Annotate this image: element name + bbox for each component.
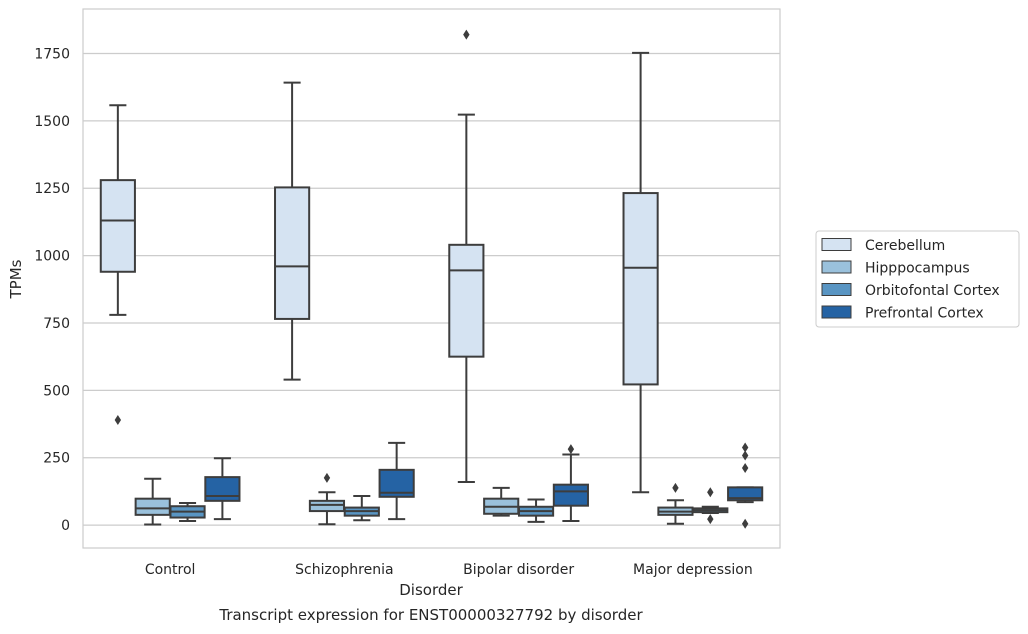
legend-swatch — [821, 305, 852, 319]
box-hipppocampus — [134, 477, 171, 526]
legend-swatch — [821, 260, 852, 274]
legend-swatch — [821, 238, 852, 251]
outlier-point — [741, 442, 749, 453]
figure-caption: Transcript expression for ENST0000032779… — [219, 606, 643, 624]
box-prefrontal-cortex — [727, 442, 764, 529]
box-prefrontal-cortex — [552, 444, 589, 523]
x-tick-label: Bipolar disorder — [463, 562, 574, 578]
box-orbitofontal-cortex — [343, 494, 380, 522]
box-cerebellum — [99, 104, 136, 425]
outlier-point — [707, 487, 714, 498]
legend-label: Orbitofontal Cortex — [865, 283, 1000, 299]
x-tick-label: Schizophrenia — [295, 562, 393, 578]
box-prefrontal-cortex — [204, 457, 241, 521]
box-body — [274, 186, 311, 320]
y-tick-label: 750 — [43, 316, 70, 332]
legend-swatch — [821, 283, 852, 296]
y-tick-label: 1750 — [34, 46, 70, 62]
box-orbitofontal-cortex — [692, 487, 729, 525]
box-orbitofontal-cortex — [517, 498, 555, 523]
y-tick-label: 1250 — [34, 181, 70, 197]
box-prefrontal-cortex — [378, 441, 415, 521]
legend-frame — [815, 230, 1020, 328]
box-body — [622, 192, 659, 386]
y-axis-label: TPMs — [7, 259, 25, 299]
y-tick-labels: 0 250 500 750 1000 1250 1500 1750 — [34, 46, 70, 534]
outlier-point — [741, 462, 749, 473]
outlier-point — [741, 518, 749, 529]
grid-lines — [83, 52, 780, 526]
box-groups — [99, 29, 764, 529]
legend: Cerebellum Hipppocampus Orbitofontal Corte… — [815, 230, 1020, 328]
y-tick-label: 1000 — [34, 249, 70, 265]
x-tick-label: Control — [145, 562, 196, 578]
outlier-point — [672, 482, 679, 493]
box-body — [727, 486, 764, 502]
outlier-point — [114, 414, 122, 425]
box-body — [552, 483, 589, 507]
box-body — [134, 497, 171, 516]
box-body — [204, 476, 241, 502]
box-hipppocampus — [657, 482, 694, 525]
plot-frame — [82, 8, 781, 549]
outlier-point — [741, 450, 749, 461]
box-cerebellum — [274, 81, 311, 381]
y-tick-label: 500 — [43, 383, 70, 399]
x-tick-label: Major depression — [633, 562, 753, 578]
outlier-point — [707, 514, 714, 525]
legend-label: Prefrontal Cortex — [865, 306, 984, 322]
outlier-point — [463, 29, 470, 40]
y-tick-label: 1500 — [34, 114, 70, 130]
outlier-point — [567, 444, 575, 455]
box-body — [448, 243, 485, 358]
box-cerebellum — [448, 29, 485, 483]
legend-label: Cerebellum — [865, 238, 945, 254]
y-tick-label: 0 — [61, 518, 70, 534]
box-orbitofontal-cortex — [169, 501, 206, 523]
box-body — [99, 179, 136, 273]
x-axis-label: Disorder — [399, 581, 463, 599]
box-hipppocampus — [483, 486, 520, 517]
legend-label: Hipppocampus — [865, 261, 970, 277]
x-tick-labels: Control Schizophrenia Bipolar disorder Majo… — [145, 562, 753, 578]
box-cerebellum — [622, 51, 659, 494]
y-tick-label: 250 — [43, 451, 70, 467]
outlier-point — [323, 472, 331, 483]
box-hipppocampus — [308, 472, 346, 526]
box-body — [308, 499, 346, 513]
